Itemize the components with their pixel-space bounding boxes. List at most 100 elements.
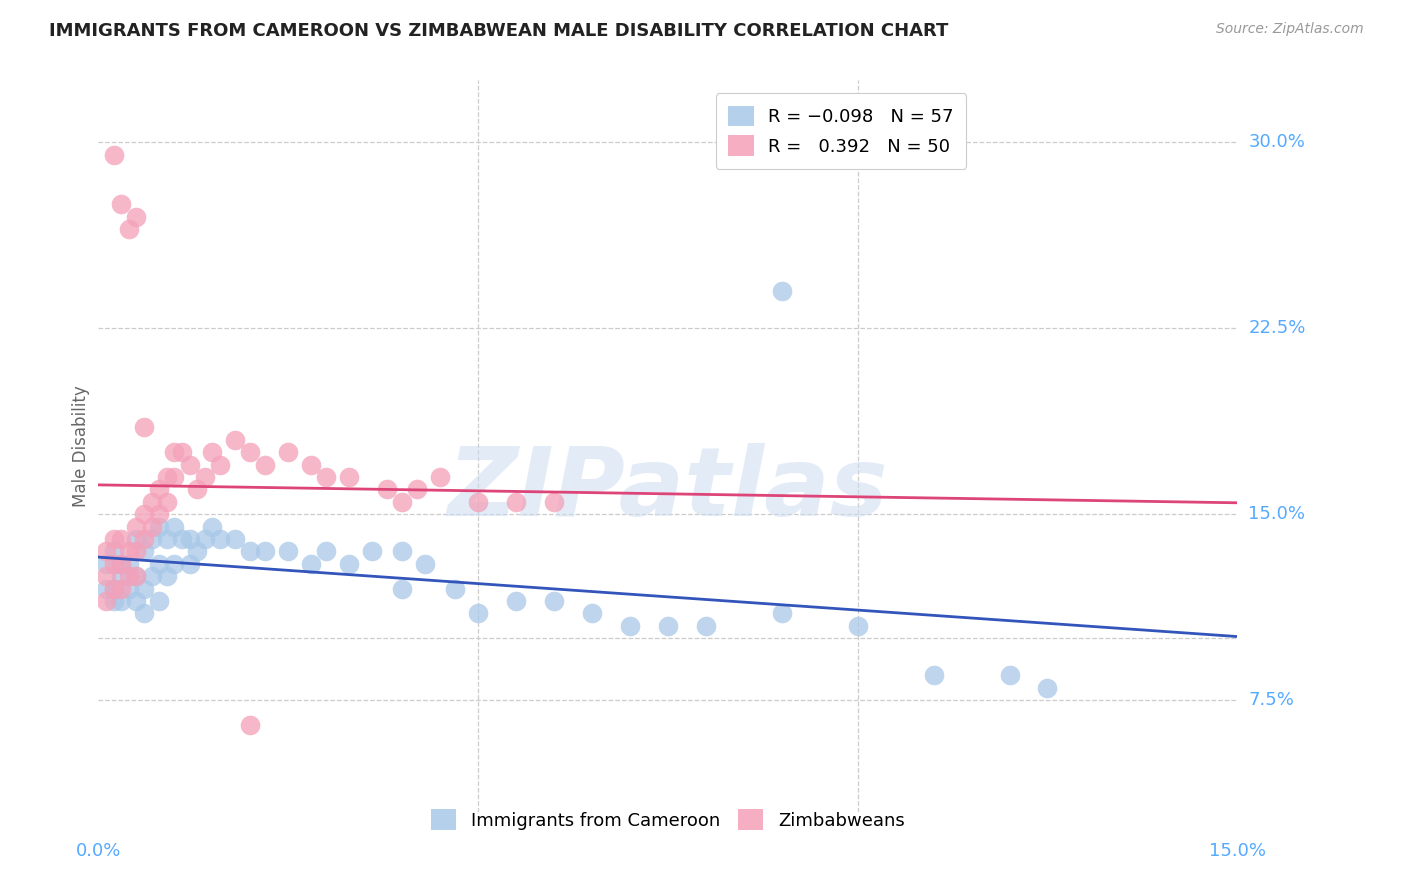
Point (125, 210, 148, 224)
Point (444, 582, 467, 596)
Point (103, 147, 125, 161)
Point (110, 582, 132, 596)
Point (846, 619, 869, 633)
Point (103, 582, 125, 596)
Point (156, 470, 179, 484)
Point (163, 445, 186, 459)
Point (94, 582, 117, 596)
Point (391, 495, 413, 509)
Point (505, 495, 527, 509)
Point (132, 544, 155, 558)
Text: IMMIGRANTS FROM CAMEROON VS ZIMBABWEAN MALE DISABILITY CORRELATION CHART: IMMIGRANTS FROM CAMEROON VS ZIMBABWEAN M… (49, 22, 949, 40)
Text: 15.0%: 15.0% (1249, 505, 1305, 524)
Point (299, 458, 322, 472)
Point (770, 284, 793, 298)
Point (103, 582, 125, 596)
Point (125, 569, 148, 583)
Text: 22.5%: 22.5% (1249, 319, 1306, 337)
Point (208, 458, 231, 472)
Point (141, 519, 163, 533)
Point (94, 557, 117, 571)
Text: Source: ZipAtlas.com: Source: ZipAtlas.com (1216, 22, 1364, 37)
Point (179, 532, 201, 546)
Text: 15.0%: 15.0% (1209, 842, 1265, 860)
Point (186, 544, 208, 558)
Point (194, 470, 217, 484)
Point (467, 495, 489, 509)
Point (103, 557, 125, 571)
Point (170, 532, 193, 546)
Point (110, 557, 132, 571)
Point (94, 569, 117, 583)
Point (179, 458, 201, 472)
Point (148, 557, 170, 571)
Point (391, 582, 413, 596)
Point (148, 483, 170, 497)
Point (239, 718, 262, 732)
Point (156, 532, 179, 546)
Point (103, 544, 125, 558)
Point (543, 495, 565, 509)
Point (163, 557, 186, 571)
Point (103, 594, 125, 608)
Point (132, 420, 155, 434)
Point (254, 544, 277, 558)
Point (156, 569, 179, 583)
Point (581, 607, 603, 621)
Text: 0.0%: 0.0% (76, 842, 121, 860)
Point (391, 544, 413, 558)
Point (770, 607, 793, 621)
Point (337, 557, 360, 571)
Point (299, 557, 322, 571)
Point (118, 222, 141, 236)
Point (413, 557, 436, 571)
Point (132, 507, 155, 521)
Point (125, 544, 148, 558)
Point (132, 607, 155, 621)
Point (201, 445, 224, 459)
Point (922, 668, 945, 682)
Text: 7.5%: 7.5% (1249, 691, 1295, 709)
Point (125, 532, 148, 546)
Point (619, 619, 641, 633)
Point (429, 470, 451, 484)
Point (467, 607, 489, 621)
Point (118, 544, 141, 558)
Point (118, 582, 141, 596)
Point (163, 519, 186, 533)
Point (163, 470, 186, 484)
Point (1036, 681, 1059, 695)
Point (998, 668, 1021, 682)
Point (170, 445, 193, 459)
Point (148, 594, 170, 608)
Point (239, 544, 262, 558)
Text: ZIPatlas: ZIPatlas (447, 443, 889, 536)
Point (179, 557, 201, 571)
Point (239, 445, 262, 459)
Point (94, 544, 117, 558)
Point (254, 458, 277, 472)
Point (132, 532, 155, 546)
Point (118, 557, 141, 571)
Point (125, 594, 148, 608)
Point (375, 483, 398, 497)
Point (337, 470, 360, 484)
Text: 30.0%: 30.0% (1249, 133, 1305, 152)
Point (125, 569, 148, 583)
Point (125, 519, 148, 533)
Point (132, 582, 155, 596)
Point (103, 532, 125, 546)
Point (156, 495, 179, 509)
Point (315, 470, 337, 484)
Point (148, 519, 170, 533)
Point (110, 532, 132, 546)
Point (141, 532, 163, 546)
Point (360, 544, 382, 558)
Legend: Immigrants from Cameroon, Zimbabweans: Immigrants from Cameroon, Zimbabweans (419, 797, 917, 843)
Point (208, 532, 231, 546)
Point (201, 519, 224, 533)
Point (186, 483, 208, 497)
Point (110, 569, 132, 583)
Point (406, 483, 429, 497)
Point (224, 532, 246, 546)
